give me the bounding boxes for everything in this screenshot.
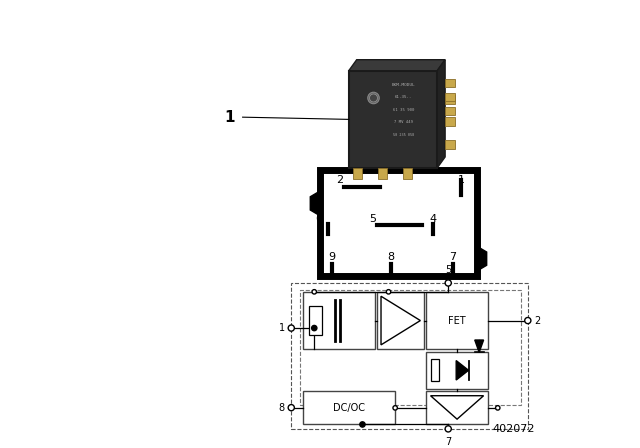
Bar [426, 391, 488, 424]
Text: 1: 1 [278, 323, 285, 333]
Text: 1: 1 [224, 110, 235, 125]
Circle shape [360, 422, 365, 427]
Circle shape [387, 289, 391, 294]
Text: EKM-MODUL: EKM-MODUL [392, 83, 415, 87]
Text: 61.35.-: 61.35.- [395, 95, 412, 99]
Bar [445, 140, 455, 149]
Bar [308, 306, 322, 335]
Text: 8: 8 [278, 403, 285, 413]
Text: FET: FET [448, 315, 466, 326]
Text: 1: 1 [458, 175, 465, 185]
Text: 7: 7 [449, 252, 456, 263]
Circle shape [288, 405, 294, 411]
Polygon shape [349, 71, 437, 168]
Bar [378, 168, 387, 179]
Circle shape [288, 325, 294, 331]
Circle shape [525, 318, 531, 323]
Text: 4: 4 [429, 214, 436, 224]
Bar [445, 95, 455, 103]
Bar [403, 168, 412, 179]
Text: 2: 2 [534, 315, 541, 326]
Polygon shape [477, 246, 486, 271]
Circle shape [495, 405, 500, 410]
Text: 5: 5 [369, 214, 376, 224]
Circle shape [312, 289, 316, 294]
Bar [291, 283, 528, 429]
Text: 5: 5 [445, 265, 451, 275]
Bar [426, 352, 488, 389]
Text: 402072: 402072 [492, 424, 534, 434]
Bar [303, 292, 375, 349]
Text: 6: 6 [315, 214, 322, 224]
Circle shape [312, 325, 317, 331]
Bar [378, 292, 424, 349]
Bar [300, 289, 521, 405]
Polygon shape [381, 296, 420, 345]
Bar [353, 168, 362, 179]
Polygon shape [475, 340, 484, 353]
Circle shape [369, 94, 378, 102]
Circle shape [393, 405, 397, 410]
Bar [445, 79, 455, 87]
Polygon shape [437, 60, 445, 168]
Bar [445, 107, 455, 115]
Bar [431, 359, 440, 381]
Bar [303, 391, 395, 424]
Text: 7 MV 449: 7 MV 449 [394, 121, 413, 124]
Polygon shape [456, 361, 468, 380]
Bar [426, 292, 488, 349]
Text: 7: 7 [445, 437, 451, 447]
Text: 8: 8 [387, 252, 394, 263]
Polygon shape [310, 191, 320, 216]
Text: 61 35 900: 61 35 900 [393, 108, 414, 112]
Text: 2: 2 [337, 175, 344, 185]
Polygon shape [349, 60, 445, 71]
Bar [320, 170, 477, 276]
Polygon shape [431, 396, 484, 419]
Circle shape [368, 92, 380, 104]
Text: 9: 9 [328, 252, 335, 263]
Text: DC/OC: DC/OC [333, 403, 365, 413]
Bar [445, 93, 455, 101]
Circle shape [445, 280, 451, 286]
Text: 50 235 058: 50 235 058 [393, 133, 414, 137]
Circle shape [445, 426, 451, 432]
Bar [445, 117, 455, 126]
